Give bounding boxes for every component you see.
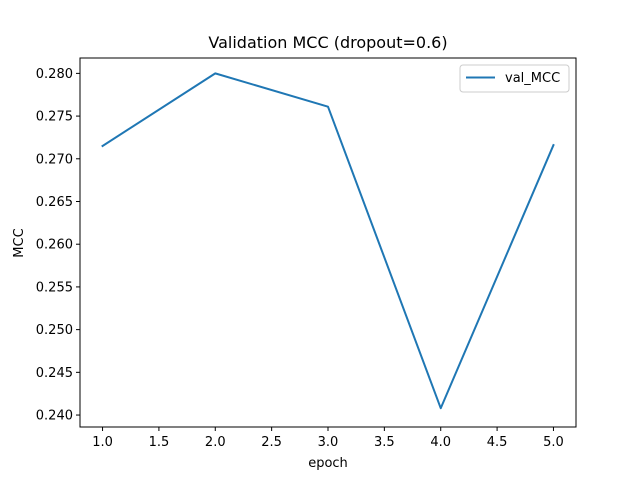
x-tick-label: 1.5 — [149, 435, 170, 450]
plot-frame — [79, 57, 577, 428]
y-tick-label: 0.270 — [36, 152, 73, 167]
x-tick-label: 4.0 — [430, 435, 451, 450]
y-tick-label: 0.255 — [36, 280, 73, 295]
x-tick-label: 3.5 — [374, 435, 395, 450]
y-tick-label: 0.245 — [36, 366, 73, 381]
legend-label-val-mcc: val_MCC — [505, 71, 560, 86]
y-tick-label: 0.260 — [36, 238, 73, 253]
x-tick-label: 2.0 — [205, 435, 226, 450]
series-layer — [101, 72, 555, 410]
x-tick-label: 2.5 — [261, 435, 282, 450]
y-tick-label: 0.240 — [36, 409, 73, 424]
y-axis-title: MCC — [12, 228, 27, 257]
legend: val_MCC — [459, 64, 570, 93]
legend-box — [459, 64, 570, 93]
x-tick-label: 3.0 — [318, 435, 339, 450]
y-axis-ticks: 0.240 0.245 0.250 0.255 0.260 0.265 0.270 0.275… — [36, 67, 80, 424]
x-tick-label: 5.0 — [543, 435, 564, 450]
y-tick-label: 0.265 — [36, 195, 73, 210]
series-line-val-mcc — [101, 72, 555, 410]
x-tick-label: 4.5 — [487, 435, 508, 450]
x-tick-label: 1.0 — [92, 435, 113, 450]
chart-title: Validation MCC (dropout=0.6) — [208, 33, 447, 52]
x-axis-ticks: 1.0 1.5 2.0 2.5 3.0 3.5 4.0 4.5 5.0 — [92, 427, 564, 450]
y-tick-label: 0.250 — [36, 323, 73, 338]
plot-area — [80, 58, 576, 427]
y-tick-label: 0.275 — [36, 110, 73, 125]
x-axis-title: epoch — [308, 456, 348, 471]
y-tick-label: 0.280 — [36, 67, 73, 82]
